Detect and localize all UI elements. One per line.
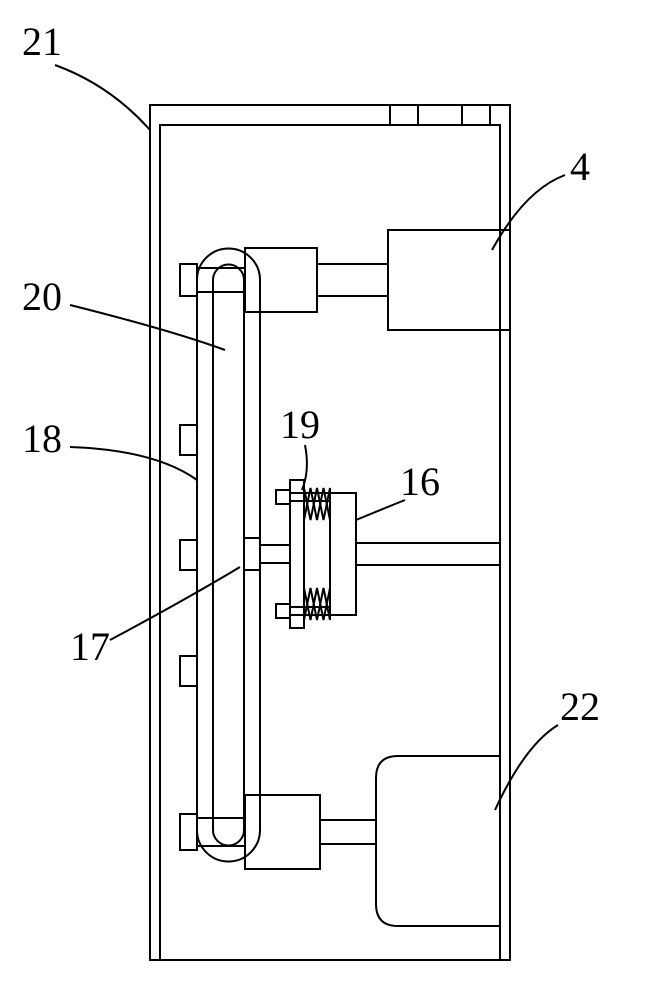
- label-18: 18: [22, 416, 62, 461]
- label-19: 19: [280, 402, 320, 447]
- center-assembly: [244, 480, 500, 628]
- label-20: 20: [22, 274, 62, 319]
- belt: [197, 249, 260, 862]
- label-4: 4: [570, 144, 590, 189]
- side-lugs-left: [180, 425, 197, 686]
- label-16: 16: [400, 459, 440, 504]
- label-17: 17: [70, 624, 110, 669]
- top-slots: [390, 105, 490, 125]
- mechanical-diagram: 21 4 20 18 19 16 17 22: [0, 0, 654, 1000]
- pulley-bottom: [180, 795, 320, 869]
- label-21: 21: [22, 19, 62, 64]
- pulley-top: [180, 248, 317, 312]
- block-4: [318, 230, 510, 330]
- label-22: 22: [560, 684, 600, 729]
- block-22: [320, 756, 500, 926]
